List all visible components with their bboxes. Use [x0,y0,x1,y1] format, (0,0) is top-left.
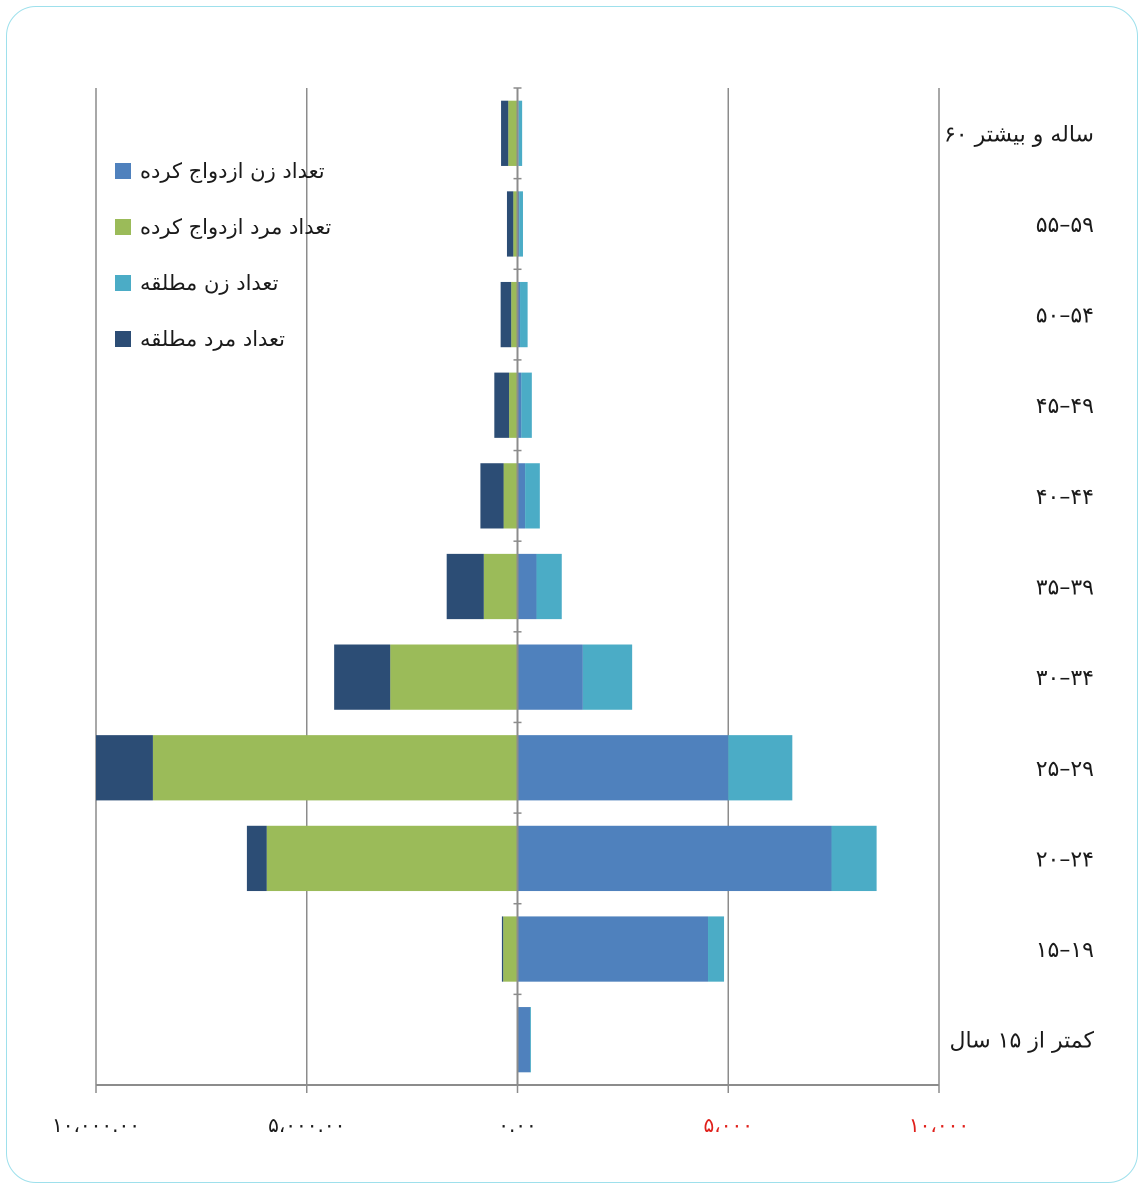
bars [96,100,877,1073]
chart-frame [6,6,1138,1183]
bar-divorced-men [96,735,153,801]
bar-divorced-men [246,825,267,892]
bar-divorced-men [500,281,512,348]
gridlines [95,88,940,1085]
axes [95,87,940,1093]
bar-married-women [517,1007,531,1073]
bar-divorced-women [728,735,793,801]
category-label: ۵۰–۵۴ [1036,304,1094,329]
bar-married-men [266,825,518,892]
category-label: ۲۰–۲۴ [1036,847,1094,872]
bar-married-women [517,281,521,348]
category-label: ۱۵–۱۹ [1036,938,1094,963]
legend-swatch [115,163,131,179]
bar-married-women [517,553,537,620]
bar-married-men [508,100,518,166]
bar-divorced-women [521,372,532,438]
category-label: ۳۵–۳۹ [1036,576,1094,601]
bar-divorced-men [506,191,514,257]
legend-label: تعداد مرد مطلقه [140,327,285,351]
bar-divorced-women [582,644,633,710]
x-tick-label: ۱۰،۰۰۰ [909,1113,969,1137]
legend-label: تعداد زن ازدواج کرده [140,159,325,184]
bar-married-women [517,916,709,982]
bar-married-men [483,553,518,620]
bar-married-men [390,644,518,710]
legend-swatch [115,275,131,291]
x-tick-label: ۰.۰۰ [498,1113,537,1137]
x-tick-label: ۱۰،۰۰۰.۰۰ [52,1113,140,1137]
legend-swatch [115,331,131,347]
bar-married-men [509,372,518,438]
bar-divorced-women [831,825,877,892]
bar-married-women [517,825,832,892]
bar-divorced-women [520,281,528,348]
bar-divorced-men [334,644,391,710]
category-label: ۶۰ ساله و بیشتر [944,122,1094,147]
legend-swatch [115,219,131,235]
bar-married-women [517,644,583,710]
bar-divorced-men [480,463,504,529]
legend-label: تعداد زن مطلقه [140,271,279,295]
category-label: ۴۵–۴۹ [1036,394,1094,419]
bar-divorced-women [536,553,562,620]
bar-married-men [503,463,518,529]
category-label: ۵۵–۵۹ [1036,213,1094,238]
legend: تعداد زن ازدواج کرده تعداد مرد ازدواج کرد… [115,159,331,351]
bar-married-men [513,191,518,257]
bar-married-men [503,916,518,982]
x-tick-label: ۵،۰۰۰ [704,1113,753,1137]
bar-divorced-men [501,916,504,982]
bar-married-women [517,735,729,801]
bar-married-women [517,372,522,438]
bar-divorced-women [525,463,540,529]
category-label: ۳۰–۳۴ [1036,666,1094,691]
bar-married-men [511,281,518,348]
bar-divorced-women [708,916,725,982]
bar-divorced-women [519,191,523,257]
category-label: کمتر از ۱۵ سال [950,1029,1095,1054]
tick-labels: ۱۰،۰۰۰.۰۰ ۵،۰۰۰.۰۰ ۰.۰۰ ۵،۰۰۰ ۱۰،۰۰۰ [52,1113,969,1137]
x-tick-label: ۵،۰۰۰.۰۰ [268,1113,345,1137]
bar-married-women [517,463,526,529]
bar-married-men [152,735,518,801]
category-labels: کمتر از ۱۵ سال ۱۵–۱۹ ۲۰–۲۴ ۲۵–۲۹ ۳۰–۳۴ ۳۵–۳۹ ۴… [944,122,1095,1053]
bar-divorced-men [446,553,484,620]
bar-divorced-men [501,100,509,166]
legend-label: تعداد مرد ازدواج کرده [140,215,331,240]
category-label: ۴۰–۴۴ [1036,485,1094,510]
bar-divorced-women [530,1007,531,1073]
category-label: ۲۵–۲۹ [1036,757,1094,782]
bar-divorced-women [518,100,523,166]
bar-divorced-men [494,372,510,438]
